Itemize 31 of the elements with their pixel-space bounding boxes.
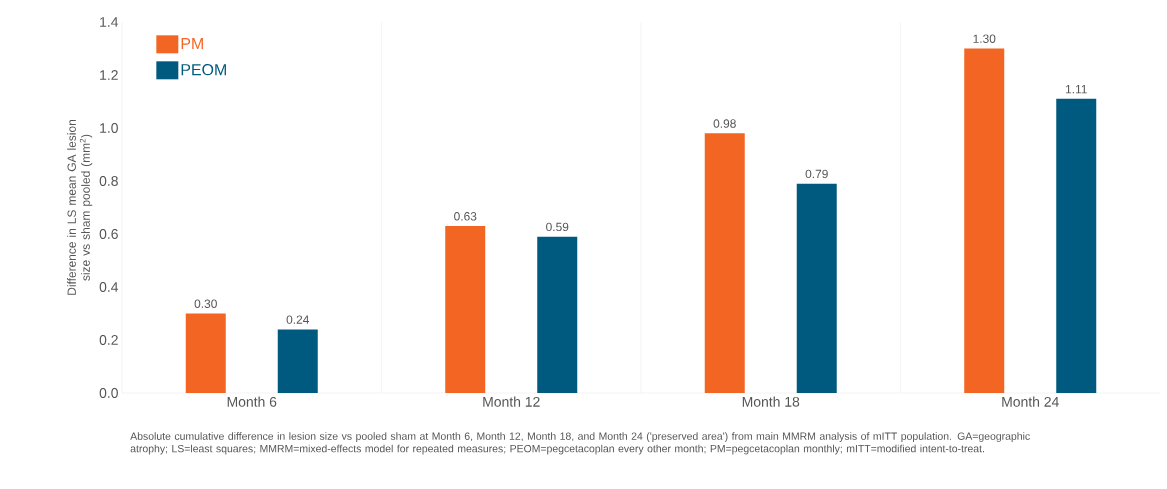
legend-label: PEOM	[181, 64, 226, 76]
data-label: 0.59	[546, 222, 569, 232]
text: Absolute cumulative difference in lesion size vs pooled sham at Month 6, Month 12, Month 18, and Month 24 ('preserved area') from main MMRM analysis of mITT population. GA=geographic atrophy; LS=least squares; MMRM=mixed-effects model for repeated measures; PEOM=pegcetacoplan every other month; PM=pegcetacoplan monthly; mITT=modified intent-to-treat.	[130, 432, 1030, 455]
y-tick-label: 0.0	[99, 388, 118, 398]
bar	[185, 313, 226, 393]
bar	[796, 183, 837, 393]
y-tick-label: 0.6	[99, 229, 118, 239]
data-label: 0.63	[454, 212, 477, 221]
bar	[537, 236, 578, 393]
y-tick-label: 0.4	[99, 282, 119, 292]
bar	[1056, 98, 1097, 393]
data-label: 1.11	[1065, 85, 1087, 94]
x-tick-label: Month 18	[742, 396, 800, 407]
bar	[964, 48, 1005, 393]
data-label: 0.79	[805, 169, 828, 179]
y-tick-label: 1.0	[100, 123, 118, 133]
x-tick-label: Month 6	[227, 396, 277, 407]
y-tick-label: 1.2	[100, 70, 118, 80]
data-label: 0.98	[713, 119, 736, 128]
x-tick-label: Month 12	[483, 396, 540, 407]
legend-label: PM	[181, 38, 203, 50]
data-label: 1.30	[973, 34, 996, 43]
x-tick-label: Month 24	[1002, 396, 1059, 407]
data-label: 0.30	[194, 299, 217, 308]
y-tick-label: 1.4	[100, 17, 119, 27]
data-label: 0.24	[286, 315, 310, 324]
bar	[277, 329, 318, 393]
bar	[445, 226, 486, 393]
y-tick-label: 0.8	[99, 176, 118, 186]
y-tick-label: 0.2	[99, 335, 118, 345]
bar	[704, 133, 745, 393]
